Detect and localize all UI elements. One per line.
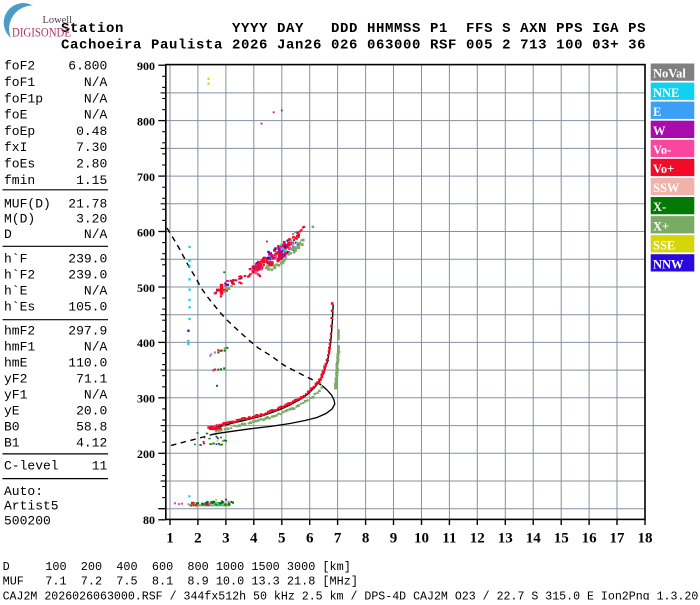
- svg-text:9: 9: [390, 530, 398, 546]
- svg-text:2.80: 2.80: [76, 157, 107, 172]
- svg-text:Artist5: Artist5: [4, 499, 59, 514]
- svg-text:h`F: h`F: [4, 252, 27, 267]
- svg-text:E: E: [653, 105, 661, 119]
- svg-text:fmin: fmin: [4, 173, 35, 188]
- svg-text:3: 3: [222, 530, 230, 546]
- svg-text:X+: X+: [653, 219, 669, 233]
- svg-text:80: 80: [143, 513, 155, 527]
- svg-text:0.48: 0.48: [76, 124, 107, 139]
- svg-text:W: W: [653, 124, 666, 138]
- svg-text:Station YYYY DAY: Station YYYY DAY DDD HHMMSS P1 FFS S AXN…: [61, 21, 646, 37]
- svg-text:NNE: NNE: [653, 86, 679, 100]
- svg-text:1.15: 1.15: [76, 173, 107, 188]
- svg-text:500200: 500200: [4, 514, 51, 529]
- svg-text:MUF(D): MUF(D): [4, 196, 51, 211]
- svg-text:hmF2: hmF2: [4, 323, 35, 338]
- svg-text:yE: yE: [4, 404, 20, 419]
- svg-text:fxI: fxI: [4, 140, 27, 155]
- svg-text:400: 400: [137, 336, 155, 350]
- svg-text:hmE: hmE: [4, 356, 28, 371]
- svg-text:7.30: 7.30: [76, 140, 107, 155]
- svg-text:13: 13: [498, 530, 513, 546]
- svg-text:hmF1: hmF1: [4, 340, 35, 355]
- svg-text:7: 7: [334, 530, 342, 546]
- svg-text:CAJ2M_2026026063000.RSF / 344f: CAJ2M_2026026063000.RSF / 344fx512h 50 k…: [3, 590, 699, 600]
- svg-text:20.0: 20.0: [76, 404, 107, 419]
- svg-text:700: 700: [137, 170, 155, 184]
- svg-text:N/A: N/A: [84, 284, 108, 299]
- svg-text:foEs: foEs: [4, 157, 35, 172]
- svg-text:C-level: C-level: [4, 458, 59, 473]
- svg-text:h`F2: h`F2: [4, 267, 35, 282]
- svg-text:yF1: yF1: [4, 388, 28, 403]
- svg-text:SSW: SSW: [653, 181, 680, 195]
- svg-text:foF2: foF2: [4, 59, 35, 74]
- svg-text:N/A: N/A: [84, 108, 108, 123]
- svg-text:12: 12: [470, 530, 485, 546]
- svg-text:21.78: 21.78: [68, 196, 107, 211]
- svg-text:500: 500: [137, 281, 155, 295]
- svg-text:foF1p: foF1p: [4, 91, 43, 106]
- svg-text:D: D: [4, 227, 12, 242]
- svg-text:2: 2: [194, 530, 202, 546]
- svg-text:M(D): M(D): [4, 212, 35, 227]
- svg-text:Vo-: Vo-: [653, 143, 671, 157]
- svg-text:8: 8: [362, 530, 370, 546]
- svg-text:MUF 7.1 7.2 7.5 8.1 8.9: MUF 7.1 7.2 7.5 8.1 8.9 10.0 13.3 21.8 […: [3, 575, 358, 589]
- svg-text:Auto:: Auto:: [4, 484, 43, 499]
- svg-text:239.0: 239.0: [68, 252, 107, 267]
- svg-text:16: 16: [582, 530, 598, 546]
- svg-text:300: 300: [137, 392, 155, 406]
- svg-text:foEp: foEp: [4, 124, 35, 139]
- svg-text:B0: B0: [4, 420, 20, 435]
- svg-text:71.1: 71.1: [76, 371, 107, 386]
- svg-text:Cachoeira Paulista 2026 Jan26: Cachoeira Paulista 2026 Jan26 026 063000…: [61, 37, 646, 53]
- svg-text:N/A: N/A: [84, 227, 108, 242]
- svg-text:6.800: 6.800: [68, 59, 107, 74]
- svg-text:h`E: h`E: [4, 284, 28, 299]
- svg-text:110.0: 110.0: [68, 356, 107, 371]
- svg-text:N/A: N/A: [84, 75, 108, 90]
- svg-text:11: 11: [442, 530, 456, 546]
- svg-text:200: 200: [137, 447, 155, 461]
- svg-text:DIGISONDE: DIGISONDE: [12, 25, 71, 39]
- svg-text:14: 14: [526, 530, 542, 546]
- svg-text:foE: foE: [4, 108, 28, 123]
- svg-text:297.9: 297.9: [68, 323, 107, 338]
- svg-text:NNW: NNW: [653, 257, 684, 271]
- svg-text:58.8: 58.8: [76, 420, 107, 435]
- svg-text:18: 18: [638, 530, 653, 546]
- svg-text:Vo+: Vo+: [653, 162, 674, 176]
- svg-text:10: 10: [414, 530, 429, 546]
- svg-text:D 100 200 400 600 800: D 100 200 400 600 800 1000 1500 3000 [km…: [3, 560, 351, 574]
- svg-text:X-: X-: [653, 200, 666, 214]
- svg-text:6: 6: [306, 530, 314, 546]
- svg-text:15: 15: [554, 530, 569, 546]
- svg-text:11: 11: [92, 458, 108, 473]
- svg-text:N/A: N/A: [84, 388, 108, 403]
- svg-text:4: 4: [250, 530, 258, 546]
- svg-text:17: 17: [610, 530, 626, 546]
- svg-text:foF1: foF1: [4, 75, 35, 90]
- svg-text:N/A: N/A: [84, 340, 108, 355]
- svg-text:239.0: 239.0: [68, 267, 107, 282]
- svg-text:Lowell: Lowell: [43, 15, 73, 26]
- svg-text:600: 600: [137, 225, 155, 239]
- svg-text:yF2: yF2: [4, 371, 27, 386]
- svg-text:SSE: SSE: [653, 238, 675, 252]
- svg-text:800: 800: [137, 114, 155, 128]
- svg-text:1: 1: [166, 530, 174, 546]
- svg-text:900: 900: [137, 59, 155, 73]
- svg-text:h`Es: h`Es: [4, 299, 35, 314]
- svg-text:3.20: 3.20: [76, 212, 107, 227]
- svg-text:NoVal: NoVal: [653, 67, 686, 81]
- svg-text:105.0: 105.0: [68, 299, 107, 314]
- svg-text:N/A: N/A: [84, 91, 108, 106]
- svg-text:5: 5: [278, 530, 286, 546]
- svg-text:B1: B1: [4, 436, 20, 451]
- svg-text:4.12: 4.12: [76, 436, 107, 451]
